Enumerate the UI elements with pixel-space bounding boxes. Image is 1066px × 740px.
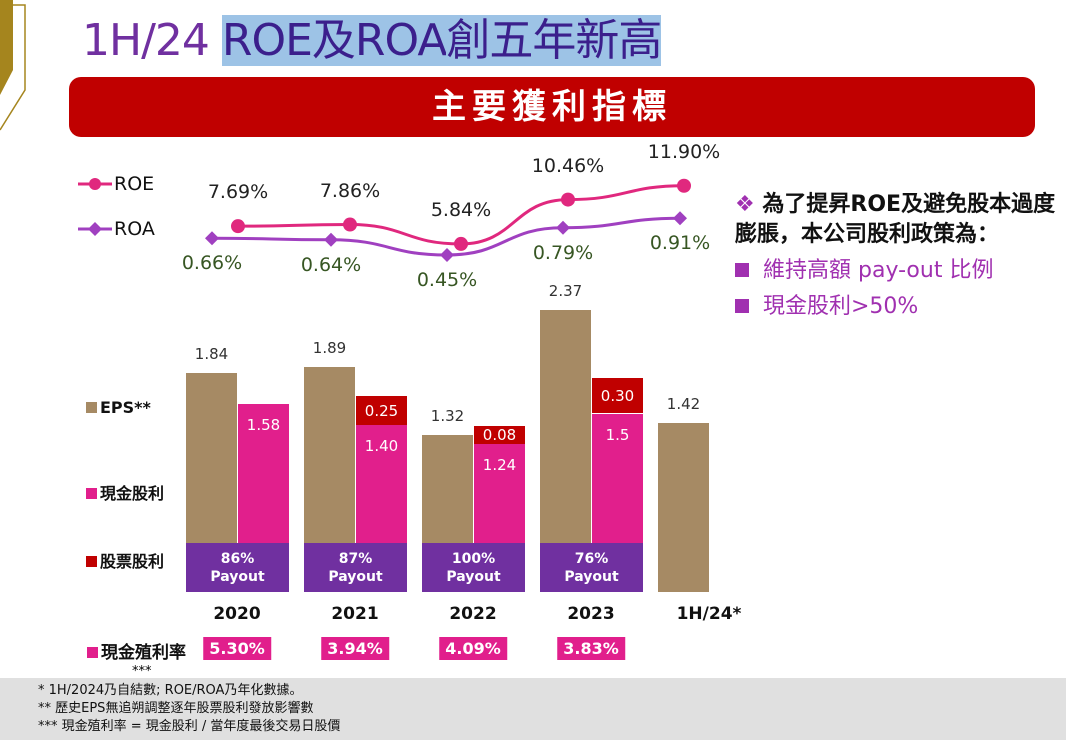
payout-box: 86% Payout xyxy=(186,543,289,592)
x-axis-label: 2022 xyxy=(449,604,497,624)
roe-label: 7.69% xyxy=(207,181,269,204)
roe-point xyxy=(343,217,357,232)
cash-yield-note-mark: *** xyxy=(132,664,152,679)
cash-yield-badge: 4.09% xyxy=(439,637,507,660)
cash-yield-badge: 3.94% xyxy=(321,637,389,660)
x-axis-label: 2020 xyxy=(213,604,261,624)
cash-dividend-label: 1.5 xyxy=(605,425,630,444)
square-bullet-icon xyxy=(735,299,749,313)
stock-dividend-bar xyxy=(474,426,525,445)
payout-pct: 87% xyxy=(338,551,373,567)
footnote: *** 現金殖利率 = 現金股利 / 當年度最後交易日股價 xyxy=(38,719,341,734)
payout-box: 100% Payout xyxy=(422,543,525,592)
footnote: ** 歷史EPS無追朔調整逐年股票股利發放影響數 xyxy=(38,701,314,716)
eps-label: 1.84 xyxy=(194,345,229,364)
dividend-policy-panel: ❖ 為了提昇ROE及避免股本過度膨脹，本公司股利政策為： 維持高額 pay-ou… xyxy=(735,190,1065,322)
roa-point xyxy=(556,220,570,235)
legend-cash-dividend: 現金股利 xyxy=(86,480,164,504)
roa-label: 0.45% xyxy=(416,269,478,291)
footnote: * 1H/2024乃自結數; ROE/ROA乃年化數據。 xyxy=(38,683,303,698)
cash-dividend-label: 1.24 xyxy=(482,456,517,475)
policy-text: ❖ 為了提昇ROE及避免股本過度膨脹，本公司股利政策為： xyxy=(735,192,1056,247)
roe-label: 5.84% xyxy=(430,198,492,221)
roa-point xyxy=(440,248,454,262)
stock-dividend-bar xyxy=(592,377,643,414)
x-axis-label: 2023 xyxy=(567,604,615,624)
eps-bar xyxy=(658,423,709,592)
policy-item: 維持高額 pay-out 比例 xyxy=(735,256,1065,286)
payout-box: 76% Payout xyxy=(540,543,643,592)
line-legend-markers xyxy=(78,178,112,236)
payout-label: Payout xyxy=(564,569,619,585)
roe-point xyxy=(561,192,575,207)
payout-label: Payout xyxy=(446,569,501,585)
roe-legend-marker xyxy=(89,178,101,190)
legend-roa: ROA xyxy=(114,218,155,240)
cash-yield-badge: 3.83% xyxy=(557,637,625,660)
payout-pct: 100% xyxy=(451,551,496,567)
eps-label: 1.32 xyxy=(430,406,465,425)
eps-label: 2.37 xyxy=(548,281,583,300)
roe-label: 10.46% xyxy=(531,154,605,177)
payout-pct: 76% xyxy=(574,551,609,567)
legend-eps: EPS** xyxy=(86,398,151,417)
roe-roa-line-chart xyxy=(205,178,691,262)
legend-stock-dividend: 股票股利 xyxy=(86,548,164,572)
eps-label: 1.89 xyxy=(312,339,347,358)
payout-label: Payout xyxy=(328,569,383,585)
roa-label: 0.91% xyxy=(649,232,711,255)
roe-label: 7.86% xyxy=(319,179,381,202)
footnotes: * 1H/2024乃自結數; ROE/ROA乃年化數據。 ** 歷史EPS無追朔… xyxy=(0,678,1066,740)
x-axis-label: 2021 xyxy=(331,604,379,624)
payout-pct: 86% xyxy=(220,551,255,567)
roe-label: 11.90% xyxy=(647,140,721,163)
roe-point xyxy=(454,236,468,251)
cash-yield-badge: 5.30% xyxy=(203,637,271,660)
legend-roe: ROE xyxy=(114,173,155,195)
payout-label: Payout xyxy=(210,569,265,585)
eps-label: 1.42 xyxy=(666,395,701,414)
policy-item: 現金股利>50% xyxy=(735,292,1065,322)
square-bullet-icon xyxy=(735,263,749,277)
stock-dividend-label: 0.08 xyxy=(482,426,517,445)
roa-legend-marker xyxy=(88,222,102,236)
roa-point xyxy=(324,232,338,247)
cash-dividend-label: 1.58 xyxy=(246,415,281,434)
corner-decoration xyxy=(0,0,26,131)
roa-label: 0.79% xyxy=(532,241,594,264)
x-axis-label: 1H/24* xyxy=(676,604,742,624)
stock-dividend-bar xyxy=(356,395,407,426)
stock-dividend-label: 0.25 xyxy=(364,401,399,420)
roa-point xyxy=(205,231,219,246)
roa-label: 0.64% xyxy=(300,253,362,276)
cash-dividend-label: 1.40 xyxy=(364,437,399,456)
legend-cash-yield: 現金殖利率 xyxy=(87,638,186,663)
diamond-bullet-icon: ❖ xyxy=(735,192,755,217)
roa-point xyxy=(673,211,687,226)
roa-label: 0.66% xyxy=(181,252,243,275)
section-banner: 主要獲利指標 xyxy=(69,77,1035,137)
payout-box: 87% Payout xyxy=(304,543,407,592)
page-title: 1H/24 ROE及ROA創五年新高 xyxy=(82,15,662,66)
roe-point xyxy=(677,178,691,193)
roe-point xyxy=(231,219,245,234)
stock-dividend-label: 0.30 xyxy=(600,386,635,405)
